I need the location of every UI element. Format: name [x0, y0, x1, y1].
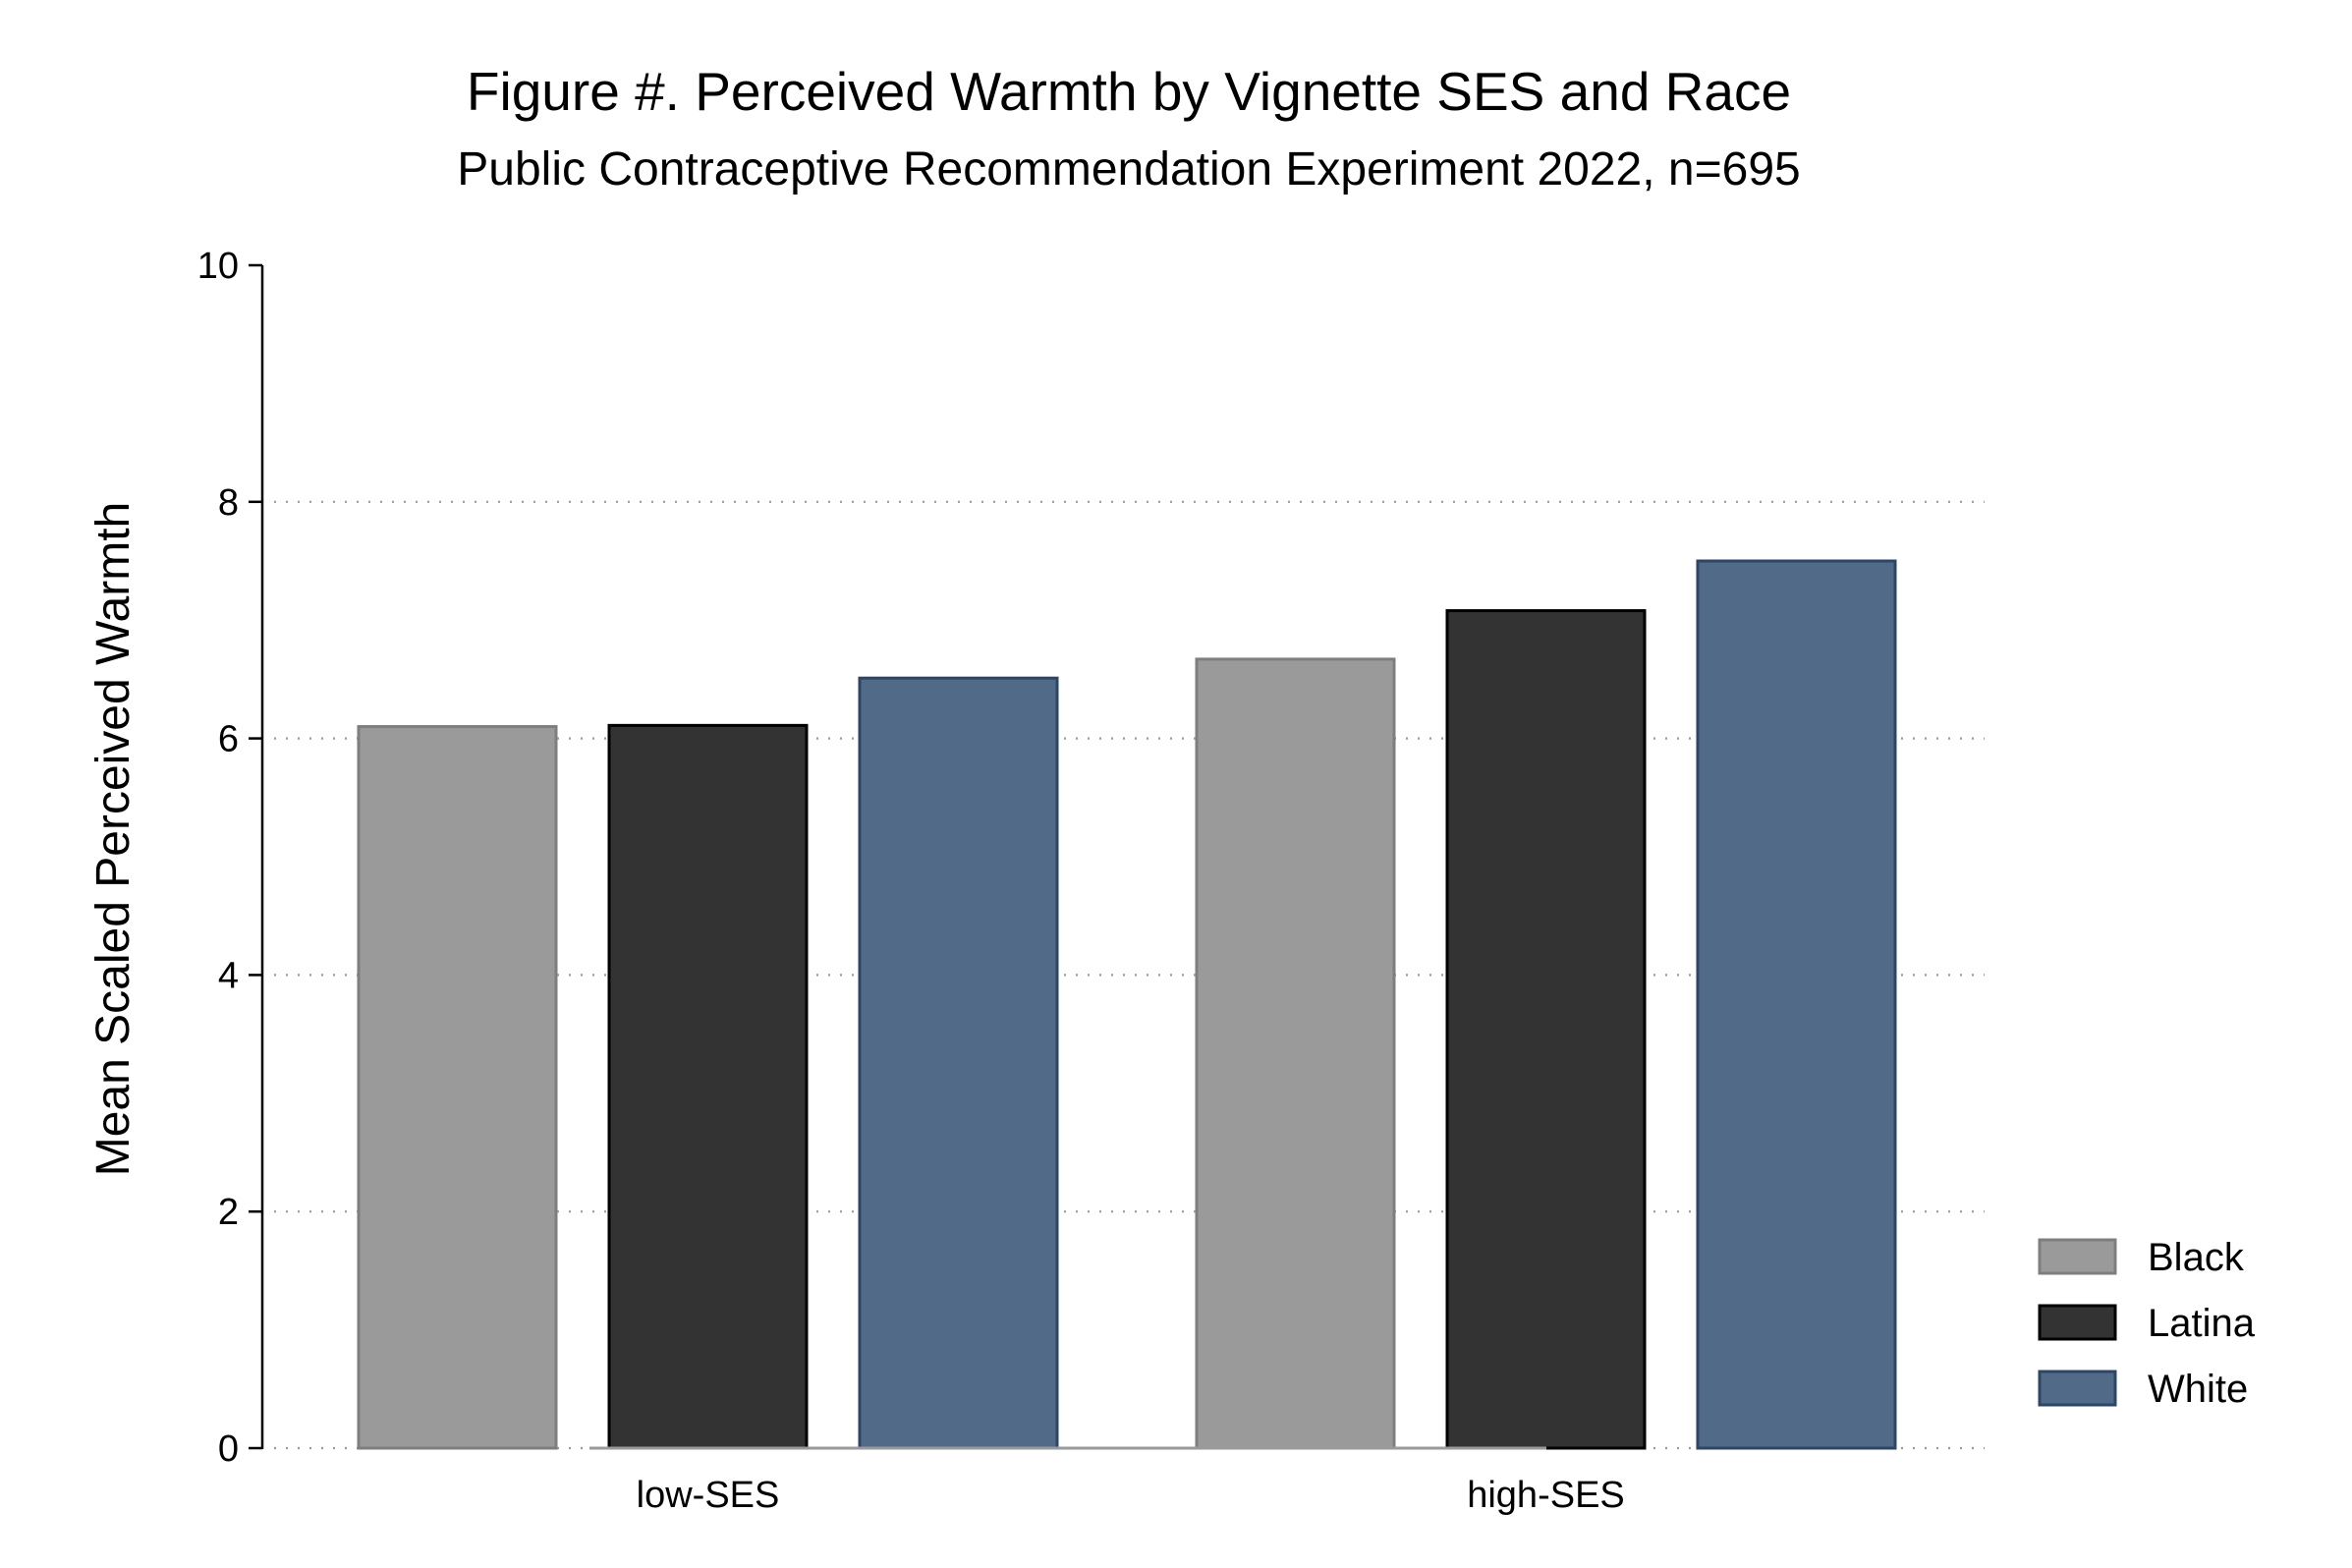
y-tick-label-0: 0	[218, 1428, 239, 1470]
chart-title: Figure #. Perceived Warmth by Vignette S…	[467, 61, 1791, 122]
y-tick-label-1: 2	[218, 1192, 239, 1233]
bar-white-low-ses	[858, 676, 1059, 1450]
legend: Black Latina White	[2038, 1236, 2256, 1411]
legend-label-white: White	[2148, 1368, 2248, 1411]
y-tick-label-2: 4	[218, 955, 239, 996]
bar-latina-high-ses	[1445, 609, 1647, 1450]
x-tick-label-low-ses: low-SES	[637, 1475, 780, 1516]
y-tick-label-4: 8	[218, 482, 239, 524]
bar-black-low-ses	[357, 725, 558, 1450]
legend-swatch-black	[2038, 1238, 2117, 1275]
bar-white-high-ses	[1696, 559, 1897, 1450]
x-tick-label-high-ses: high-SES	[1467, 1475, 1625, 1516]
legend-label-black: Black	[2148, 1236, 2245, 1279]
y-tick-label-3: 6	[218, 719, 239, 760]
bar-latina-low-ses	[607, 723, 809, 1450]
legend-label-latina: Latina	[2148, 1302, 2256, 1345]
y-axis: 0 2 4 6 8 10	[197, 246, 264, 1470]
legend-swatch-white	[2038, 1370, 2117, 1407]
bars	[357, 559, 1897, 1450]
bar-black-high-ses	[1195, 657, 1396, 1450]
chart-subtitle: Public Contraceptive Recommendation Expe…	[457, 143, 1800, 196]
y-axis-label: Mean Scaled Perceived Warmth	[87, 502, 140, 1177]
legend-swatch-latina	[2038, 1304, 2117, 1341]
x-axis: low-SES high-SES	[637, 1475, 1625, 1516]
y-tick-label-5: 10	[197, 246, 239, 287]
